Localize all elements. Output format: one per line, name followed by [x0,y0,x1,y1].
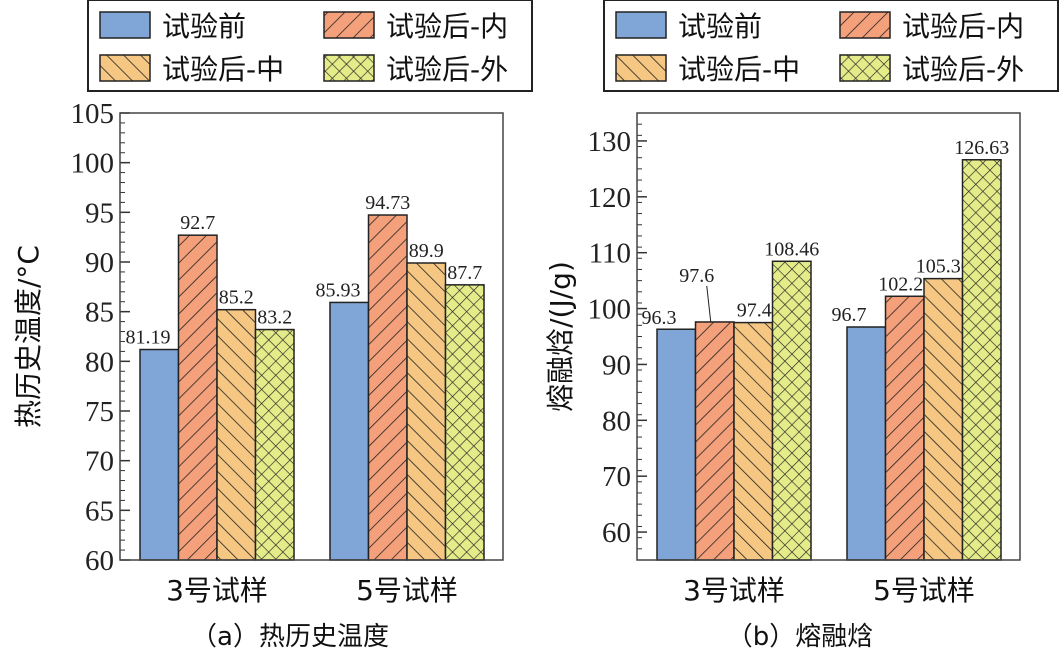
y-tick-label: 60 [85,545,114,577]
data-label: 105.36 [916,256,971,278]
y-tick-label: 75 [85,396,114,428]
data-label: 102.2 [878,273,923,295]
subfigure-caption: （b）熔融焓 [727,622,874,652]
plot-frame [119,112,504,561]
y-tick-label: 70 [85,446,114,478]
data-label: 85.93 [316,279,361,301]
bar [884,295,925,561]
data-label: 97.6 [679,265,714,287]
x-category-label: 3号试样 [166,574,268,607]
plot-frame [636,112,1021,561]
y-tick-label: 60 [602,517,631,549]
bar [923,277,964,561]
y-tick-label: 65 [85,495,114,527]
y-tick-label: 100 [588,294,632,326]
chart-a: 60 65 70 75 80 85 90 95 100 105 81.19 85.93 92.7 94.7… [12,98,504,652]
y-tick-label: 90 [602,349,631,381]
y-tick-label: 80 [602,405,631,437]
y-tick-label: 80 [85,346,114,378]
x-category-label: 5号试样 [873,574,975,607]
bar [254,328,295,561]
legend-swatch [323,54,375,82]
data-label: 81.19 [126,327,171,349]
legend-swatch [99,11,151,39]
data-label: 83.2 [257,307,292,329]
y-tick-label: 105 [71,98,115,130]
y-tick-label: 130 [588,126,632,158]
legend-label: 试验后-内 [386,10,508,43]
legend-label: 试验前 [678,10,762,43]
legend-label: 试验后-中 [162,53,284,86]
y-tick-label: 85 [85,297,114,329]
y-axis-label: 热历史温度/°C [12,245,45,428]
bar [694,321,735,561]
legend-label: 试验后-外 [902,53,1024,86]
subfigure-caption: （a）热历史温度 [191,622,389,652]
bar [846,326,887,561]
y-tick-label: 120 [588,182,632,214]
x-category-label: 3号试样 [683,574,785,607]
data-label: 92.7 [180,212,215,234]
legend-swatch [323,11,375,39]
data-label: 89.9 [409,240,444,262]
legend-swatch [839,11,891,39]
legend-label: 试验后-内 [902,10,1024,43]
y-tick-label: 95 [85,197,114,229]
y-tick-label: 90 [85,247,114,279]
label-leader-line [706,285,712,323]
bar [733,321,774,561]
bar [444,284,485,561]
bar [216,308,257,561]
legend-label: 试验后-中 [678,53,800,86]
legend-label: 试验后-外 [386,53,508,86]
legend-swatch [615,11,667,39]
data-label: 126.63 [954,137,1009,159]
y-tick-label: 110 [589,238,631,270]
bar [177,234,218,561]
legend-swatch [839,54,891,82]
data-label: 96.7 [832,304,867,326]
legend-swatch [99,54,151,82]
y-axis-label: 熔融焓/(J/g) [544,261,577,412]
legend-box [603,0,1059,92]
bar [961,159,1002,561]
x-category-label: 5号试样 [356,574,458,607]
data-label: 94.73 [365,192,410,214]
data-label: 97.49 [737,300,782,322]
y-tick-label: 70 [602,461,631,493]
data-label: 87.7 [447,262,482,284]
bar [139,348,180,561]
bar [771,260,812,561]
bar [367,214,408,561]
chart-b: 60 70 80 90 100 110 120 130 96.3 96.7 97.6 102.2 97.… [544,112,1021,652]
legend-label: 试验前 [162,10,246,43]
bar [406,262,447,561]
bar [329,301,370,561]
bar [656,328,697,561]
legend-swatch [615,54,667,82]
data-label: 108.46 [764,238,819,260]
data-label: 96.3 [642,307,677,329]
legend-box [87,0,533,92]
data-label: 85.2 [219,287,254,309]
y-tick-label: 100 [71,148,115,180]
